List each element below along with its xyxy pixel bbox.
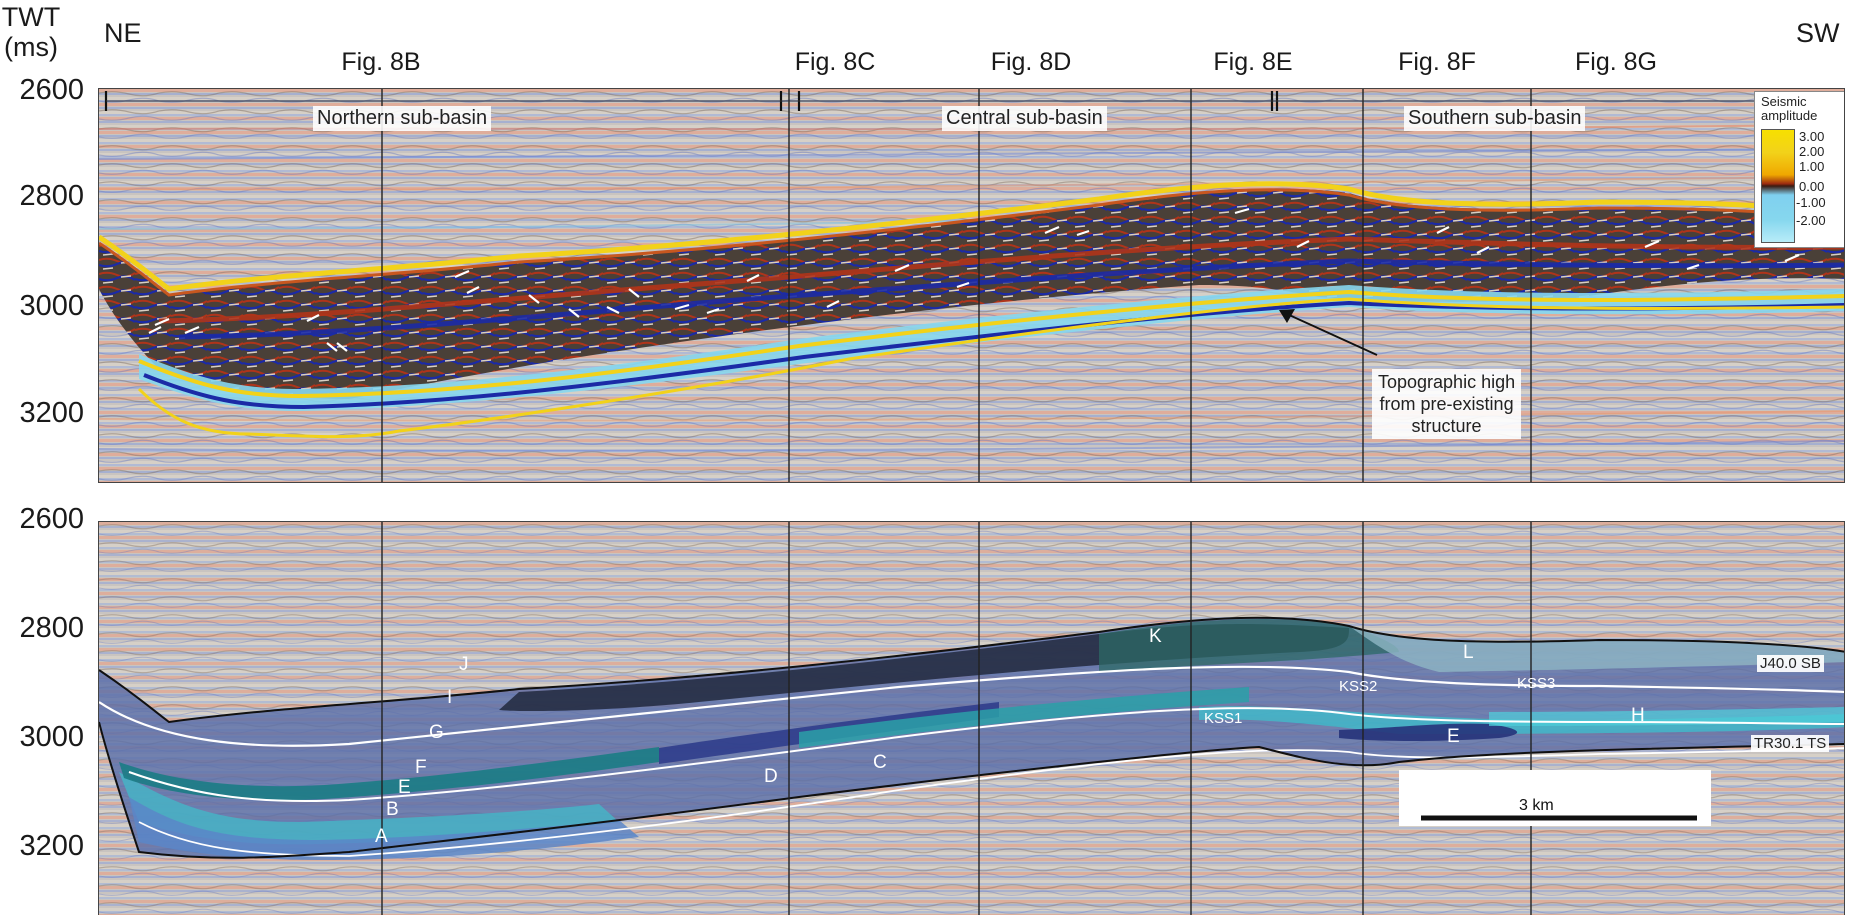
legend-value-0: 0.00 xyxy=(1799,179,1825,194)
bottom-tick-3200: 3200 xyxy=(19,830,84,862)
unit-label-a: A xyxy=(375,826,388,847)
legend-value-neg2: -2.00 xyxy=(1796,213,1826,228)
fig-ref-8b: Fig. 8B xyxy=(341,48,421,76)
sequence-label-kss3: KSS3 xyxy=(1517,675,1556,692)
bottom-tick-2800: 2800 xyxy=(19,612,84,644)
top-tick-3200: 3200 xyxy=(19,397,84,429)
unit-label-g: G xyxy=(429,722,444,743)
unit-label-b: B xyxy=(386,799,399,820)
legend-title-line-2: amplitude xyxy=(1761,108,1818,123)
topographic-high-annotation: Topographic high from pre-existing struc… xyxy=(1372,369,1522,439)
northern-sub-basin-label: Northern sub-basin xyxy=(313,106,492,131)
unit-label-h: H xyxy=(1631,705,1645,726)
unit-label-e-right: E xyxy=(1447,726,1460,747)
unit-label-k: K xyxy=(1149,626,1162,647)
top-seismic-panel: Northern sub-basin Central sub-basin Sou… xyxy=(98,88,1845,483)
top-tick-3000: 3000 xyxy=(19,290,84,322)
annotation-line-3: structure xyxy=(1411,416,1482,436)
legend-title-line-1: Seismic xyxy=(1761,94,1807,109)
sequence-label-kss1: KSS1 xyxy=(1204,710,1243,727)
legend-value-neg1: -1.00 xyxy=(1796,195,1826,210)
fig-ref-8f: Fig. 8F xyxy=(1398,48,1476,76)
bottom-interpretation-panel: A B C D E E F G H I J K L KSS1 KSS2 KSS3… xyxy=(98,521,1845,915)
annotation-line-2: from pre-existing xyxy=(1379,394,1514,414)
fig-ref-8d: Fig. 8D xyxy=(990,48,1072,76)
unit-label-l: L xyxy=(1463,642,1474,663)
twt-unit-label: (ms) xyxy=(4,32,58,62)
twt-label: TWT xyxy=(1,2,61,32)
top-tick-2600: 2600 xyxy=(19,74,84,106)
legend-value-1: 1.00 xyxy=(1799,159,1825,174)
legend-value-3: 3.00 xyxy=(1799,129,1825,144)
fig-ref-8c: Fig. 8C xyxy=(794,48,876,76)
seismic-amplitude-legend: Seismic amplitude 3.00 2.00 1.00 0.00 -1… xyxy=(1754,91,1844,248)
legend-value-2: 2.00 xyxy=(1799,144,1825,159)
direction-sw-label: SW xyxy=(1796,18,1840,48)
fig-ref-8g: Fig. 8G xyxy=(1575,48,1657,76)
twt-axis-title: TWT (ms) xyxy=(0,2,62,62)
unit-label-e-left: E xyxy=(398,777,411,798)
unit-label-f: F xyxy=(415,757,427,778)
direction-ne-label: NE xyxy=(104,18,142,48)
unit-label-d: D xyxy=(764,766,778,787)
unit-label-i: I xyxy=(447,687,453,708)
central-sub-basin-label: Central sub-basin xyxy=(942,106,1107,131)
bottom-tick-3000: 3000 xyxy=(19,721,84,753)
unit-label-c: C xyxy=(873,752,887,773)
scale-bar-label: 3 km xyxy=(1519,797,1554,814)
bottom-tick-2600: 2600 xyxy=(19,503,84,535)
bottom-interpretation-image xyxy=(99,522,1844,915)
horizon-label-j40-sb: J40.0 SB xyxy=(1757,655,1824,672)
top-tick-2800: 2800 xyxy=(19,180,84,212)
sequence-label-kss2: KSS2 xyxy=(1339,678,1378,695)
annotation-line-1: Topographic high xyxy=(1378,372,1516,392)
unit-label-j: J xyxy=(459,654,469,675)
legend-color-bar xyxy=(1761,129,1795,243)
southern-sub-basin-label: Southern sub-basin xyxy=(1404,106,1586,131)
horizon-label-tr30-ts: TR30.1 TS xyxy=(1751,735,1830,752)
fig-ref-8e: Fig. 8E xyxy=(1213,48,1293,76)
top-seismic-image xyxy=(99,89,1844,482)
